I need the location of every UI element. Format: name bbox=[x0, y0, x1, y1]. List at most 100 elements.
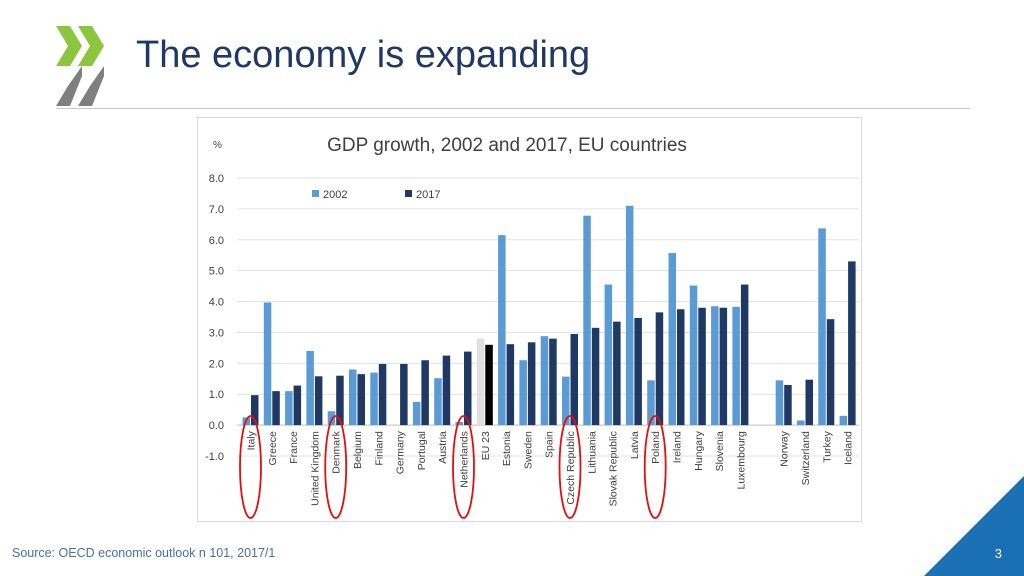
bar-2002 bbox=[455, 422, 463, 426]
category-label: United Kingdom bbox=[309, 431, 321, 506]
bar-2017 bbox=[293, 385, 302, 426]
bar-2002 bbox=[818, 228, 826, 426]
category-label: Italy bbox=[246, 430, 258, 450]
category-label: Slovenia bbox=[714, 431, 726, 471]
bar-2017 bbox=[336, 375, 344, 426]
legend-label-2002: 2002 bbox=[323, 189, 347, 201]
bar-2002 bbox=[540, 336, 549, 426]
category-label: Turkey bbox=[821, 430, 833, 462]
category-label: Poland bbox=[650, 431, 662, 464]
bar-2017 bbox=[527, 342, 536, 426]
category-label: Hungary bbox=[693, 430, 705, 470]
bar-2002 bbox=[263, 302, 272, 426]
category-label: Portugal bbox=[416, 431, 428, 470]
bar-2002 bbox=[562, 376, 570, 426]
category-label: Germany bbox=[395, 430, 407, 474]
bar-2017 bbox=[784, 384, 792, 426]
category-label: Switzerland bbox=[800, 431, 812, 485]
y-tick-label: 4.0 bbox=[209, 297, 224, 309]
bar-2017 bbox=[272, 391, 280, 426]
bar-2017 bbox=[570, 333, 578, 426]
bar-2017 bbox=[314, 376, 323, 426]
category-label: Czech Republic bbox=[565, 431, 577, 505]
y-tick-label: 3.0 bbox=[209, 327, 224, 339]
bar-2002 bbox=[668, 253, 676, 426]
title-divider bbox=[56, 108, 970, 109]
y-tick-label: -1.0 bbox=[205, 451, 224, 463]
logo-chevron-grey-1 bbox=[56, 66, 82, 106]
bar-2002 bbox=[349, 369, 357, 426]
category-label: Finland bbox=[373, 431, 385, 466]
highlight-circle bbox=[643, 415, 667, 519]
category-label: Estonia bbox=[501, 431, 513, 466]
bar-2002 bbox=[327, 411, 336, 426]
chart-frame bbox=[197, 117, 862, 522]
bar-2017 bbox=[549, 338, 557, 426]
page-number: 3 bbox=[994, 546, 1002, 561]
bar-2017 bbox=[442, 355, 451, 426]
source-note: Source: OECD economic outlook n 101, 201… bbox=[12, 546, 276, 560]
bar-2017 bbox=[591, 327, 600, 426]
y-tick-label: 0.0 bbox=[209, 420, 224, 432]
category-label: Greece bbox=[267, 431, 279, 466]
logo-chevron-grey-2 bbox=[78, 66, 104, 106]
bar-2017 bbox=[421, 360, 429, 426]
category-label: France bbox=[288, 431, 300, 464]
y-axis-unit: % bbox=[213, 140, 222, 151]
bar-2002 bbox=[647, 380, 655, 426]
category-label: Iceland bbox=[843, 431, 855, 465]
category-label: Belgium bbox=[352, 431, 364, 469]
bar-2002 bbox=[519, 360, 527, 426]
legend-swatch-2002 bbox=[312, 190, 319, 197]
chart-title: GDP growth, 2002 and 2017, EU countries bbox=[327, 135, 687, 156]
y-tick-label: 2.0 bbox=[209, 358, 224, 370]
bar-2002 bbox=[434, 378, 442, 426]
logo-chevron-green-left bbox=[56, 26, 82, 66]
bar-2017 bbox=[655, 312, 664, 426]
category-label: Norway bbox=[779, 430, 791, 466]
bar-2002 bbox=[412, 401, 421, 426]
bar-2002 bbox=[370, 372, 378, 426]
y-tick-label: 8.0 bbox=[209, 173, 224, 185]
legend-label-2017: 2017 bbox=[416, 189, 440, 201]
highlight-circle bbox=[558, 415, 582, 519]
category-label: Latvia bbox=[629, 431, 641, 459]
bar-2017 bbox=[848, 261, 856, 426]
category-label: Sweden bbox=[522, 431, 534, 469]
category-label: Slovak Republic bbox=[608, 431, 620, 506]
category-label: EU 23 bbox=[480, 431, 492, 460]
bar-2002 bbox=[583, 215, 591, 426]
y-tick-label: 7.0 bbox=[209, 204, 224, 216]
bar-2002 bbox=[604, 284, 613, 426]
category-label: Ireland bbox=[672, 431, 684, 463]
bar-2002 bbox=[839, 415, 848, 426]
slide-title: The economy is expanding bbox=[136, 34, 591, 76]
category-label: Spain bbox=[544, 431, 556, 458]
bar-2002 bbox=[625, 205, 634, 426]
bar-2017 bbox=[378, 363, 387, 426]
category-label: Luxembourg bbox=[735, 431, 747, 490]
bar-2002 bbox=[285, 391, 293, 426]
bar-2017 bbox=[485, 344, 493, 426]
legend-swatch-2017 bbox=[405, 190, 412, 197]
bar-2017 bbox=[677, 309, 685, 426]
bar-2017 bbox=[613, 321, 621, 426]
bar-2002 bbox=[732, 306, 740, 426]
bar-2017 bbox=[506, 344, 515, 426]
corner-triangle bbox=[924, 476, 1024, 576]
bar-2017 bbox=[719, 307, 728, 426]
bar-2002 bbox=[797, 420, 805, 426]
gdp-growth-chart: GDP growth, 2002 and 2017, EU countries%… bbox=[205, 135, 859, 519]
bar-2002 bbox=[306, 350, 314, 426]
logo-chevron-green-right bbox=[78, 26, 104, 66]
bar-2017 bbox=[400, 363, 408, 426]
category-label: Lithuania bbox=[586, 431, 598, 474]
bar-2017 bbox=[740, 284, 749, 426]
bar-2002 bbox=[498, 235, 506, 426]
bar-2002 bbox=[476, 338, 485, 426]
oecd-logo bbox=[50, 22, 112, 108]
category-label: Netherlands bbox=[459, 431, 471, 488]
bar-2017 bbox=[805, 379, 813, 426]
bar-2002 bbox=[689, 285, 698, 426]
y-tick-label: 5.0 bbox=[209, 266, 224, 278]
